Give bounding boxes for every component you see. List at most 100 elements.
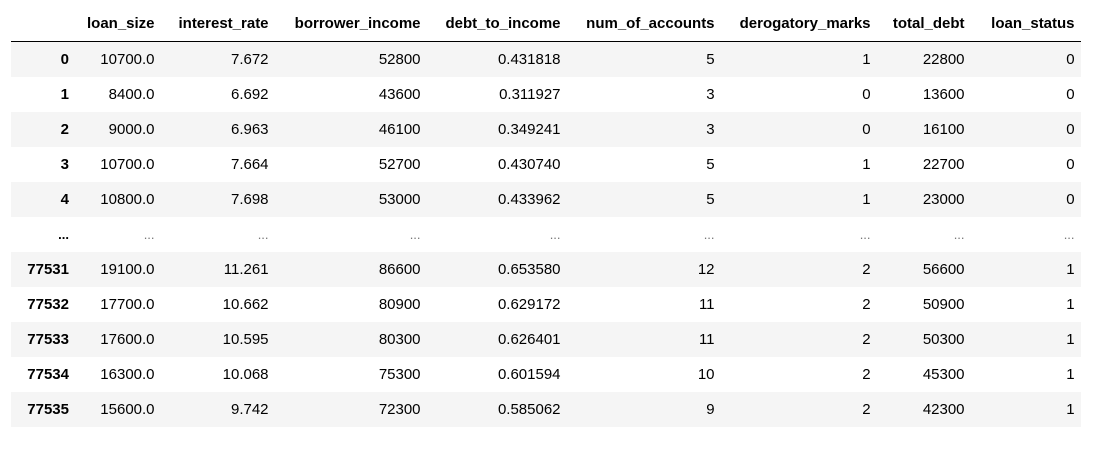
table-cell: 0.653580 — [497, 261, 561, 278]
table-row: 0 10700.0 7.672 52800 0.431818 5 1 22800 0 — [11, 41, 1081, 77]
table-cell: 0.430740 — [497, 156, 561, 173]
table-cell: 11 — [698, 296, 715, 313]
table-cell: 2 — [862, 366, 871, 383]
table-cell: 1 — [862, 51, 871, 68]
table-cell: 8400.0 — [108, 86, 155, 103]
header-row: loan_size interest_rate borrower_income … — [11, 6, 1081, 42]
table-cell: 72300 — [378, 401, 421, 418]
table-cell: 16100 — [922, 121, 965, 138]
table-cell: ... — [1063, 227, 1075, 242]
table-cell: 10 — [697, 366, 715, 383]
table-cell: 50900 — [922, 296, 965, 313]
table-cell: 5 — [706, 191, 715, 208]
table-cell: 86600 — [378, 261, 421, 278]
column-header-total-debt: total_debt — [876, 6, 971, 42]
table-cell: 0.585062 — [497, 401, 561, 418]
table-cell: 1 — [1066, 401, 1075, 418]
table-cell: 10.595 — [222, 331, 269, 348]
table-cell: 1 — [1066, 261, 1075, 278]
table-cell: 6.692 — [230, 86, 269, 103]
table-row: 2 9000.0 6.963 46100 0.349241 3 0 16100 0 — [11, 112, 1081, 147]
row-index: 77534 — [27, 366, 69, 383]
row-index: 3 — [60, 156, 69, 173]
table-cell: 56600 — [922, 261, 965, 278]
column-header-derogatory-marks: derogatory_marks — [720, 6, 877, 42]
table-cell: 0.349241 — [497, 121, 561, 138]
table-cell: 1 — [1066, 366, 1075, 383]
table-cell: 6.963 — [230, 121, 269, 138]
column-header-loan-status: loan_status — [970, 6, 1081, 42]
row-index: 77533 — [27, 331, 69, 348]
table-cell: 0 — [1066, 86, 1075, 103]
table-cell: 9.742 — [230, 401, 269, 418]
dataframe-table: loan_size interest_rate borrower_income … — [11, 6, 1081, 427]
column-header-borrower-income: borrower_income — [274, 6, 427, 42]
table-cell: ... — [257, 227, 269, 242]
table-cell: 1 — [862, 156, 871, 173]
table-cell: 9000.0 — [108, 121, 155, 138]
table-cell: 52800 — [378, 51, 421, 68]
table-row: 77531 19100.0 11.261 86600 0.653580 12 2 56600 1 — [11, 252, 1081, 287]
table-cell: ... — [143, 227, 155, 242]
row-index: 77532 — [27, 296, 69, 313]
table-cell: 2 — [862, 331, 871, 348]
dataframe-output: loan_size interest_rate borrower_income … — [11, 6, 1081, 427]
row-index: 4 — [60, 191, 69, 208]
table-cell: 2 — [862, 296, 871, 313]
table-cell: 80300 — [378, 331, 421, 348]
table-cell: 1 — [862, 191, 871, 208]
table-cell: 0.311927 — [499, 86, 561, 103]
table-cell: 46100 — [378, 121, 421, 138]
table-row: 77532 17700.0 10.662 80900 0.629172 11 2 50900 1 — [11, 287, 1081, 322]
row-index: 77535 — [27, 401, 69, 418]
table-body: 0 10700.0 7.672 52800 0.431818 5 1 22800 0 1 8400.… — [11, 41, 1081, 427]
table-header: loan_size interest_rate borrower_income … — [11, 6, 1081, 42]
table-cell: 10800.0 — [100, 191, 155, 208]
table-cell: 42300 — [922, 401, 965, 418]
table-row: 77534 16300.0 10.068 75300 0.601594 10 2 45300 1 — [11, 357, 1081, 392]
table-cell: 75300 — [378, 366, 421, 383]
table-cell: 7.664 — [230, 156, 269, 173]
table-cell: 0.626401 — [497, 331, 561, 348]
row-index: ... — [58, 227, 69, 242]
table-cell: 1 — [1066, 296, 1075, 313]
table-cell: 0 — [1066, 156, 1075, 173]
table-cell: 10.662 — [222, 296, 269, 313]
table-cell: 11 — [698, 331, 715, 348]
table-cell: 0.431818 — [497, 51, 561, 68]
table-cell: 11.261 — [223, 261, 269, 278]
table-cell: 5 — [706, 51, 715, 68]
table-cell: 3 — [706, 121, 715, 138]
table-cell: 12 — [697, 261, 715, 278]
row-index: 2 — [60, 121, 69, 138]
table-cell: 10.068 — [222, 366, 269, 383]
row-index: 0 — [60, 51, 69, 68]
table-cell: 10700.0 — [100, 156, 155, 173]
table-cell: 0 — [862, 86, 871, 103]
table-cell: 0 — [862, 121, 871, 138]
table-cell: 50300 — [922, 331, 965, 348]
table-cell: ... — [703, 227, 715, 242]
row-index: 77531 — [27, 261, 69, 278]
column-header-loan-size: loan_size — [75, 6, 161, 42]
table-cell: 2 — [862, 401, 871, 418]
column-header-num-of-accounts: num_of_accounts — [566, 6, 721, 42]
table-cell: 9 — [706, 401, 715, 418]
table-cell: 10700.0 — [100, 51, 155, 68]
table-cell: 7.698 — [230, 191, 269, 208]
table-cell: 17700.0 — [100, 296, 155, 313]
table-cell: 0 — [1066, 191, 1075, 208]
table-cell: 22800 — [922, 51, 965, 68]
table-cell: 15600.0 — [100, 401, 155, 418]
table-cell: ... — [549, 227, 561, 242]
table-row: 77533 17600.0 10.595 80300 0.626401 11 2 50300 1 — [11, 322, 1081, 357]
table-cell: ... — [859, 227, 871, 242]
table-cell: 1 — [1066, 331, 1075, 348]
row-index: 1 — [60, 86, 69, 103]
column-header-debt-to-income: debt_to_income — [426, 6, 567, 42]
table-cell: 0 — [1066, 51, 1075, 68]
table-cell: 13600 — [922, 86, 965, 103]
table-cell: 23000 — [922, 191, 965, 208]
table-cell: 2 — [862, 261, 871, 278]
table-cell: ... — [409, 227, 421, 242]
